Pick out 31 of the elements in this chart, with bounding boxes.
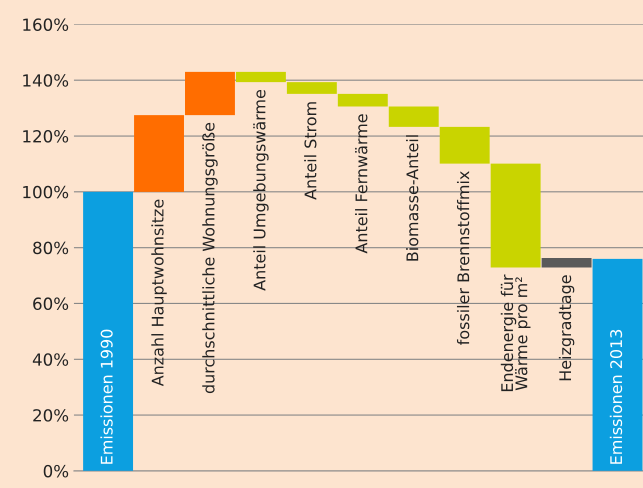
bar <box>83 192 134 471</box>
x-tick-label: Anzahl Hauptwohnsitze <box>151 200 167 386</box>
x-tick-label: Biomasse-Anteil <box>406 135 418 261</box>
bar <box>388 106 439 127</box>
x-tick-label: Anteil Strom <box>304 102 316 200</box>
bar <box>286 82 337 94</box>
y-tick-label: 160% <box>23 18 68 31</box>
bar <box>236 72 286 82</box>
bar <box>134 115 184 192</box>
y-tick-label: 140% <box>23 74 68 87</box>
x-tick-label: Emissionen 1990 <box>100 330 113 464</box>
x-tick-label: Anteil Fernwärme <box>355 114 368 254</box>
bar <box>338 94 388 106</box>
y-tick-label: 40% <box>32 353 68 366</box>
y-tick-label: 0% <box>44 464 68 478</box>
bar <box>490 164 541 268</box>
bar <box>592 258 642 471</box>
bar <box>185 72 235 116</box>
y-tick-label: 120% <box>23 130 68 143</box>
x-tick-label: Emissionen 2013 <box>610 330 622 464</box>
x-tick-label: Heizgradtage <box>558 275 574 380</box>
y-tick-label: 60% <box>33 297 68 310</box>
x-tick-label: Anteil Umgebungswärme <box>253 90 269 291</box>
y-tick-label: 80% <box>33 242 68 254</box>
y-tick-label: 20% <box>33 409 68 422</box>
bar <box>542 258 592 268</box>
x-tick-label: Endenergie für Wärme pro m² <box>500 274 530 392</box>
bar <box>440 126 490 164</box>
y-tick-label: 100% <box>23 186 68 198</box>
x-tick-label: fossiler Brennstoffmix <box>456 171 470 345</box>
x-tick-label: durchschnittliche Wohnungsgröße <box>202 122 218 394</box>
